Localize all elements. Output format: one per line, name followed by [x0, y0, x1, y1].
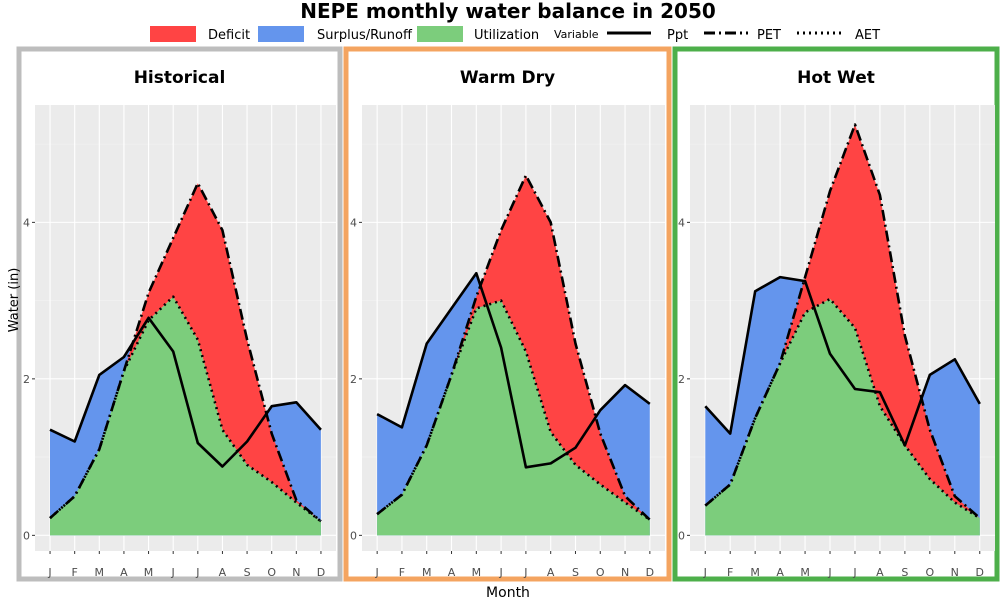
- panel-axis-1: 0 2 4 J F M A M J J A S O N D: [350, 216, 654, 579]
- x-tick-label: J: [827, 566, 831, 579]
- x-tick-label: J: [375, 566, 379, 579]
- x-tick-label: J: [171, 566, 175, 579]
- panel-lines-1: [376, 174, 651, 521]
- panel-title-0: Historical: [134, 68, 226, 88]
- x-tick-label: O: [267, 566, 276, 579]
- utilization-area: [377, 300, 650, 536]
- x-tick-label: A: [448, 566, 456, 579]
- x-tick-label: D: [976, 566, 984, 579]
- legend-line-label-0: Ppt: [667, 28, 688, 43]
- x-tick-label: F: [72, 566, 78, 579]
- series-line-aet: [49, 295, 322, 523]
- panel-axis-0: 0 2 4 J F M A M J J A S O N D: [23, 216, 325, 579]
- utilization-area: [705, 299, 980, 536]
- utilization-area: [50, 296, 321, 536]
- y-axis-label: Water (in): [7, 268, 22, 333]
- x-tick-label: N: [621, 566, 629, 579]
- legend: Deficit Surplus/Runoff Utilization Variable…: [150, 26, 880, 43]
- x-tick-label: O: [596, 566, 605, 579]
- panel-axis-2: 0 2 4 J F M A M J J A S O N D: [678, 216, 984, 579]
- y-tick-label: 2: [23, 373, 30, 386]
- x-tick-label: J: [47, 566, 51, 579]
- x-tick-label: J: [703, 566, 707, 579]
- legend-variable-title: Variable: [554, 28, 599, 41]
- panel-1: Warm Dry 0 2 4 J F M A M J J A S O N D: [343, 46, 672, 582]
- x-tick-label: M: [144, 566, 154, 579]
- x-tick-label: A: [776, 566, 784, 579]
- panel-areas-1: [377, 175, 650, 536]
- x-tick-label: A: [876, 566, 884, 579]
- x-tick-label: N: [292, 566, 300, 579]
- y-tick-label: 0: [350, 529, 357, 542]
- legend-swatch-2: [417, 26, 463, 42]
- legend-label-1: Surplus/Runoff: [317, 28, 413, 43]
- y-tick-label: 2: [678, 373, 685, 386]
- legend-line-label-1: PET: [757, 28, 781, 43]
- x-tick-label: M: [800, 566, 810, 579]
- x-tick-label: J: [523, 566, 527, 579]
- legend-swatch-1: [258, 26, 304, 42]
- x-axis-label: Month: [486, 585, 530, 600]
- y-tick-label: 0: [23, 529, 30, 542]
- x-tick-label: M: [472, 566, 482, 579]
- x-tick-label: N: [951, 566, 959, 579]
- panel-areas-0: [50, 183, 321, 536]
- y-tick-label: 2: [350, 373, 357, 386]
- legend-swatch-0: [150, 26, 196, 42]
- x-tick-label: M: [95, 566, 105, 579]
- panel-2: Hot Wet 0 2 4 J F M A M J J A S O N D: [672, 46, 1000, 582]
- x-tick-label: A: [547, 566, 555, 579]
- y-tick-label: 4: [23, 216, 30, 229]
- panel-lines-2: [704, 123, 981, 520]
- panel-lines-0: [49, 181, 322, 523]
- deficit-area: [377, 175, 650, 520]
- deficit-area: [705, 124, 980, 519]
- x-tick-label: F: [727, 566, 733, 579]
- x-tick-label: A: [120, 566, 128, 579]
- panel-areas-2: [705, 124, 980, 536]
- panel-title-2: Hot Wet: [797, 68, 875, 88]
- y-tick-label: 4: [678, 216, 685, 229]
- x-tick-label: M: [750, 566, 760, 579]
- x-tick-label: S: [244, 566, 251, 579]
- y-tick-label: 0: [678, 529, 685, 542]
- panels: Historical 0 2 4 J F M A M J J A S O N D Warm Dry 0 2 4 J F M A…: [16, 46, 1000, 582]
- x-tick-label: S: [572, 566, 579, 579]
- x-tick-label: J: [195, 566, 199, 579]
- x-tick-label: J: [852, 566, 856, 579]
- series-line-ppt: [704, 275, 981, 447]
- x-tick-label: M: [422, 566, 432, 579]
- x-tick-label: A: [219, 566, 227, 579]
- legend-line-label-2: AET: [855, 28, 880, 43]
- x-tick-label: S: [901, 566, 908, 579]
- y-tick-label: 4: [350, 216, 357, 229]
- x-tick-label: F: [399, 566, 405, 579]
- deficit-area: [50, 183, 321, 522]
- panel-0: Historical 0 2 4 J F M A M J J A S O N D: [16, 46, 343, 582]
- chart-title: NEPE monthly water balance in 2050: [300, 0, 716, 23]
- series-line-aet: [704, 297, 981, 520]
- legend-label-2: Utilization: [474, 28, 539, 43]
- x-tick-label: D: [646, 566, 654, 579]
- series-line-pet: [376, 174, 651, 521]
- x-tick-label: D: [317, 566, 325, 579]
- x-tick-label: J: [498, 566, 502, 579]
- series-line-ppt: [49, 316, 322, 468]
- x-tick-label: O: [926, 566, 935, 579]
- series-line-ppt: [376, 271, 651, 469]
- legend-label-0: Deficit: [208, 28, 250, 43]
- series-line-pet: [49, 181, 322, 523]
- panel-title-1: Warm Dry: [460, 68, 555, 88]
